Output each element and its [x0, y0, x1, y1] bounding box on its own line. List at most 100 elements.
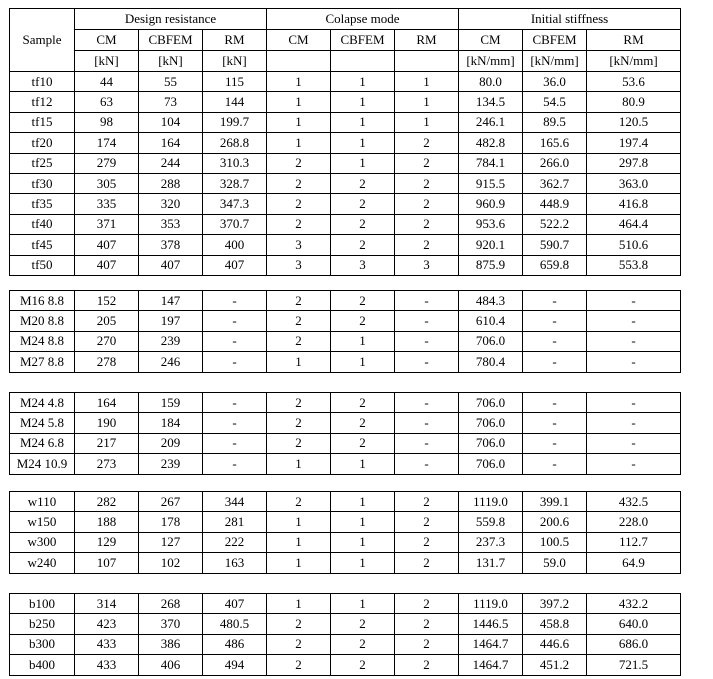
- value-cell: -: [522, 351, 587, 373]
- value-cell: 1: [266, 552, 331, 574]
- value-cell: 2: [330, 391, 395, 414]
- sample-cell: b250: [9, 613, 75, 635]
- table-row: b100 314 268 407 1 1 2 1119.0 397.2 432.2: [9, 592, 713, 615]
- value-cell: -: [394, 412, 459, 434]
- sample-cell: tf25: [9, 152, 75, 174]
- value-cell: 1119.0: [458, 592, 523, 615]
- value-cell: 80.9: [586, 91, 682, 113]
- sample-cell: w150: [9, 511, 75, 533]
- value-cell: 960.9: [458, 193, 524, 215]
- table-row: M20 8.8 205 197-2 2-610.4- -: [9, 310, 713, 332]
- value-cell: 178: [138, 511, 203, 533]
- value-cell: 464.4: [586, 213, 682, 236]
- value-cell: 370: [138, 613, 203, 635]
- value-cell: 3: [266, 254, 331, 276]
- value-cell: 433: [74, 654, 139, 676]
- value-cell: 433: [74, 633, 139, 656]
- table-row: b250 423 370 480.5 2 2 2 1446.5 458.8 640.0: [9, 613, 713, 635]
- value-cell: 486: [202, 633, 267, 656]
- value-cell: 780.4: [458, 351, 523, 373]
- value-cell: 510.6: [586, 234, 682, 256]
- value-cell: -: [586, 453, 681, 475]
- value-cell: 706.0: [458, 391, 523, 414]
- value-cell: 164: [74, 391, 139, 414]
- value-cell: -: [394, 453, 459, 475]
- sample-cell: M24 8.8: [9, 330, 75, 353]
- value-cell: 1119.0: [458, 490, 523, 513]
- sample-cell: tf35: [9, 193, 75, 215]
- value-cell: -: [586, 330, 681, 353]
- method-header-cell: CBFEM: [138, 29, 203, 51]
- value-cell: 2: [266, 391, 331, 414]
- unit-header-cell: [kN]: [74, 50, 139, 72]
- sample-cell: w300: [9, 531, 75, 554]
- value-cell: 353: [138, 213, 203, 236]
- value-cell: 2: [266, 490, 331, 513]
- table-row: tf15 98 104 199.7 1 1 1 246.1 89.5 120.5: [9, 111, 713, 134]
- unit-header-cell: [kN/mm]: [586, 50, 682, 72]
- method-header-cell: CM: [458, 29, 524, 51]
- value-cell: 190: [74, 412, 139, 434]
- table-row: w110 282 267 344 2 1 2 1119.0 399.1 432.5: [9, 490, 713, 513]
- value-cell: 1: [330, 552, 395, 574]
- value-cell: 1: [266, 132, 331, 154]
- value-cell: -: [522, 432, 587, 455]
- value-cell: 423: [74, 613, 139, 635]
- value-cell: 370.7: [202, 213, 267, 236]
- value-cell: 347.3: [202, 193, 267, 215]
- value-cell: 2: [394, 511, 459, 533]
- design-resistance-header: Design resistance: [74, 8, 267, 30]
- value-cell: 784.1: [458, 152, 524, 174]
- value-cell: 706.0: [458, 453, 523, 475]
- value-cell: 36.0: [522, 70, 588, 93]
- value-cell: 2: [330, 613, 395, 635]
- sample-cell: w240: [9, 552, 75, 574]
- sample-cell: b400: [9, 654, 75, 676]
- value-cell: 328.7: [202, 172, 267, 195]
- value-cell: 174: [74, 132, 139, 154]
- value-cell: 200.6: [522, 511, 587, 533]
- value-cell: 281: [202, 511, 267, 533]
- value-cell: 314: [74, 592, 139, 615]
- value-cell: -: [202, 289, 267, 312]
- sample-cell: M27 8.8: [9, 351, 75, 373]
- value-cell: 1: [330, 490, 395, 513]
- unit-header-cell: [393, 50, 460, 72]
- value-cell: 165.6: [522, 132, 588, 154]
- value-cell: -: [522, 412, 587, 434]
- value-cell: 1: [266, 111, 331, 134]
- value-cell: 1446.5: [458, 613, 523, 635]
- value-cell: 89.5: [522, 111, 588, 134]
- value-cell: 1: [330, 511, 395, 533]
- sample-header: Sample: [9, 8, 75, 72]
- value-cell: 2: [394, 633, 459, 656]
- sample-cell: tf10: [9, 70, 75, 93]
- value-cell: -: [522, 310, 587, 332]
- value-cell: 1: [393, 91, 460, 113]
- collapse-mode-header: Colapse mode: [265, 8, 460, 30]
- value-cell: 2: [330, 193, 395, 215]
- method-header-cell: RM: [393, 29, 460, 51]
- value-cell: 164: [138, 132, 203, 154]
- value-cell: 721.5: [586, 654, 681, 676]
- value-cell: 288: [138, 172, 203, 195]
- value-cell: 2: [266, 412, 331, 434]
- value-cell: 320: [138, 193, 203, 215]
- table-row: M24 4.8 164 159-2 2-706.0- -: [9, 391, 713, 414]
- value-cell: 2: [266, 613, 331, 635]
- sample-cell: b300: [9, 633, 75, 656]
- value-cell: 2: [266, 172, 331, 195]
- value-cell: 44: [74, 70, 139, 93]
- value-cell: 129: [74, 531, 139, 554]
- value-cell: 416.8: [586, 193, 682, 215]
- value-cell: 706.0: [458, 432, 523, 455]
- table-row: tf20 174 164 268.8 1 1 2 482.8 165.6 197.4: [9, 132, 713, 154]
- value-cell: 152: [74, 289, 139, 312]
- sample-cell: w110: [9, 490, 75, 513]
- value-cell: 2: [393, 172, 460, 195]
- table-row: M16 8.8 152 147-2 2-484.3- -: [9, 289, 713, 312]
- value-cell: 659.8: [522, 254, 588, 276]
- table-row: tf25 279 244 310.3 2 1 2 784.1 266.0 297.8: [9, 152, 713, 174]
- value-cell: 1: [266, 453, 331, 475]
- method-header-cell: RM: [586, 29, 682, 51]
